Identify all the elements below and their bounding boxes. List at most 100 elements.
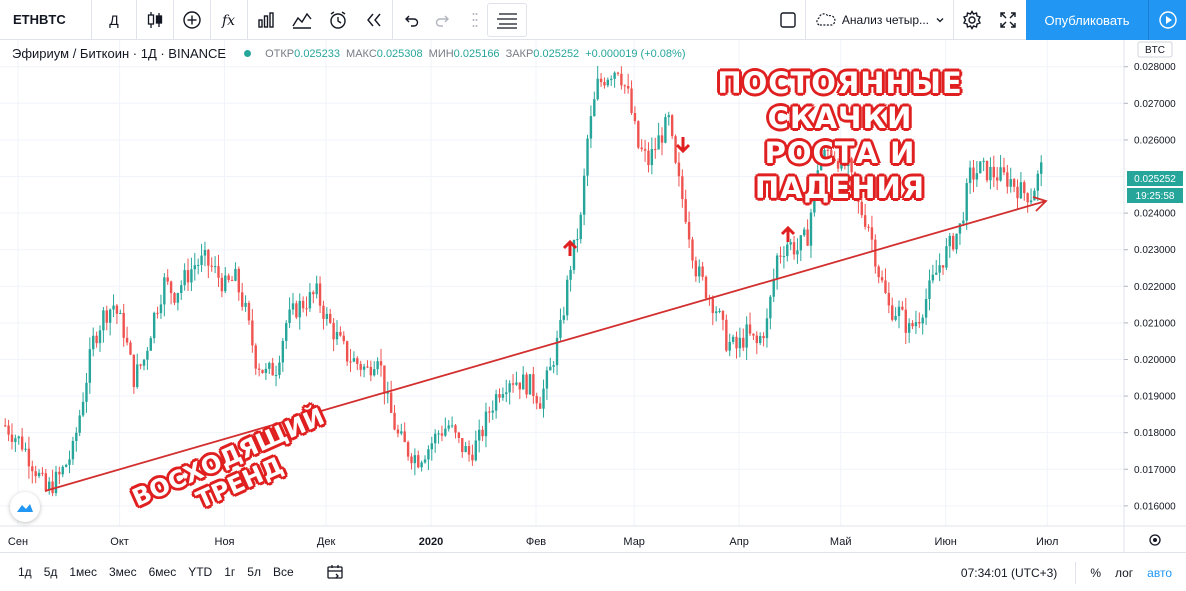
candle-body: [840, 151, 843, 169]
price-axis[interactable]: 0.028000 0.027000 0.026000 0.024000 0.023000…: [1124, 62, 1176, 512]
candle-body: [992, 166, 996, 178]
candle-body: [430, 443, 433, 450]
percent-toggle[interactable]: %: [1090, 565, 1101, 580]
alarm-clock-icon: [330, 10, 346, 29]
candle-body: [457, 432, 461, 439]
range-button[interactable]: 1мес: [69, 565, 97, 579]
candle-body: [1029, 200, 1033, 203]
candle-body: [268, 362, 271, 369]
candle-body: [877, 266, 880, 278]
candle-body: [728, 341, 731, 351]
candle-body: [376, 361, 379, 370]
range-button[interactable]: 1д: [18, 565, 32, 579]
symbol-search-button[interactable]: ETHBTC: [0, 0, 92, 40]
candle-body: [691, 239, 694, 261]
candle-body: [342, 335, 345, 342]
date-range-button[interactable]: [320, 553, 350, 591]
fullscreen-button[interactable]: [990, 0, 1026, 40]
range-buttons: 1д 5д 1мес 3мес 6мес YTD 1г 5л Все: [0, 553, 300, 591]
auto-toggle[interactable]: авто: [1147, 565, 1172, 580]
annotation-line-2: РОСТА И ПАДЕНИЯ: [754, 136, 926, 205]
candle-body: [670, 115, 674, 137]
range-button[interactable]: 5д: [43, 565, 58, 579]
alert-button[interactable]: [320, 0, 356, 40]
undo-button[interactable]: [393, 0, 429, 40]
candle-body: [136, 364, 139, 387]
tradingview-logo[interactable]: [10, 492, 40, 522]
candle-body: [88, 349, 92, 383]
fullscreen-toggle[interactable]: [771, 0, 805, 40]
candle-body: [505, 392, 508, 395]
templates-button[interactable]: [284, 0, 320, 40]
price-chart[interactable]: 0.028000 0.027000 0.026000 0.024000 0.023000…: [0, 40, 1186, 552]
range-button[interactable]: 5л: [247, 565, 261, 579]
candle-body: [345, 341, 349, 362]
publish-label: Опубликовать: [1044, 12, 1130, 28]
candle-body: [1026, 193, 1029, 203]
candle-body: [803, 229, 806, 236]
candle-body: [935, 272, 938, 275]
range-button[interactable]: Все: [272, 565, 294, 579]
publish-button[interactable]: Опубликовать: [1026, 0, 1148, 40]
candle-body: [579, 214, 582, 240]
interval-button[interactable]: Д: [92, 0, 136, 40]
candle-body: [274, 374, 278, 376]
publish-options-button[interactable]: [1148, 0, 1186, 40]
compare-button[interactable]: [174, 0, 210, 40]
open-value: 0.025233: [294, 47, 341, 60]
candle-body: [312, 292, 315, 295]
candle-body: [54, 471, 58, 494]
candle-body: [522, 374, 525, 390]
candle-body: [386, 392, 389, 394]
drag-handle[interactable]: [463, 0, 487, 40]
ohlc-values: ОТКР0.025233 МАКС0.025308 МИН0.025166 ЗА…: [265, 48, 685, 60]
candle-body: [420, 462, 423, 468]
candle-body: [674, 136, 677, 163]
candle-body: [623, 85, 626, 87]
candle-body: [887, 292, 891, 306]
candle-body: [393, 412, 396, 430]
replay-button[interactable]: [356, 0, 392, 40]
candle-body: [633, 113, 637, 122]
candle-body: [968, 167, 972, 184]
redo-button[interactable]: [429, 0, 457, 40]
candle-body: [809, 212, 813, 246]
countdown-label: 19:25:58: [1136, 191, 1175, 202]
object-tree-button[interactable]: [487, 2, 527, 37]
candle-body: [752, 333, 755, 336]
legend-title: Эфириум / Биткоин · 1Д · BINANCE: [12, 46, 227, 61]
candle-body: [450, 425, 454, 427]
candle-body: [603, 82, 606, 86]
chart-type-button[interactable]: [137, 0, 173, 40]
candle-body: [566, 279, 569, 316]
clock-label[interactable]: 07:34:01 (UTC+3): [960, 565, 1058, 580]
candle-body: [979, 161, 982, 174]
candle-body: [308, 292, 312, 309]
candle-body: [389, 392, 393, 413]
log-toggle[interactable]: лог: [1114, 565, 1134, 580]
candle-body: [748, 324, 752, 334]
candle-body: [433, 433, 437, 444]
range-button[interactable]: 6мес: [148, 565, 177, 579]
range-button[interactable]: YTD: [188, 565, 213, 579]
time-axis-settings-button[interactable]: [1149, 534, 1161, 546]
candle-body: [830, 149, 833, 160]
layout-menu-button[interactable]: Анализ четыр...: [806, 0, 953, 40]
settings-button[interactable]: [954, 0, 990, 40]
candle-body: [31, 466, 34, 472]
indicators-button[interactable]: fx: [211, 0, 247, 40]
range-button[interactable]: 1г: [224, 565, 236, 579]
trend-line[interactable]: [44, 196, 1048, 492]
range-button[interactable]: 3мес: [108, 565, 137, 579]
candle-body: [593, 99, 596, 117]
time-axis[interactable]: Сен Окт Ноя Дек 2020 Фев Мар Апр Май Июн Июл: [8, 536, 1058, 548]
price-tick-label: 0.022000: [1134, 282, 1176, 293]
financials-button[interactable]: [248, 0, 284, 40]
open-label: ОТКР: [265, 47, 295, 60]
candle-body: [362, 366, 366, 370]
candle-body: [704, 276, 708, 299]
candle-body: [423, 459, 427, 463]
candle-body: [626, 86, 630, 89]
candle-body: [616, 72, 620, 74]
candle-body: [92, 335, 95, 350]
